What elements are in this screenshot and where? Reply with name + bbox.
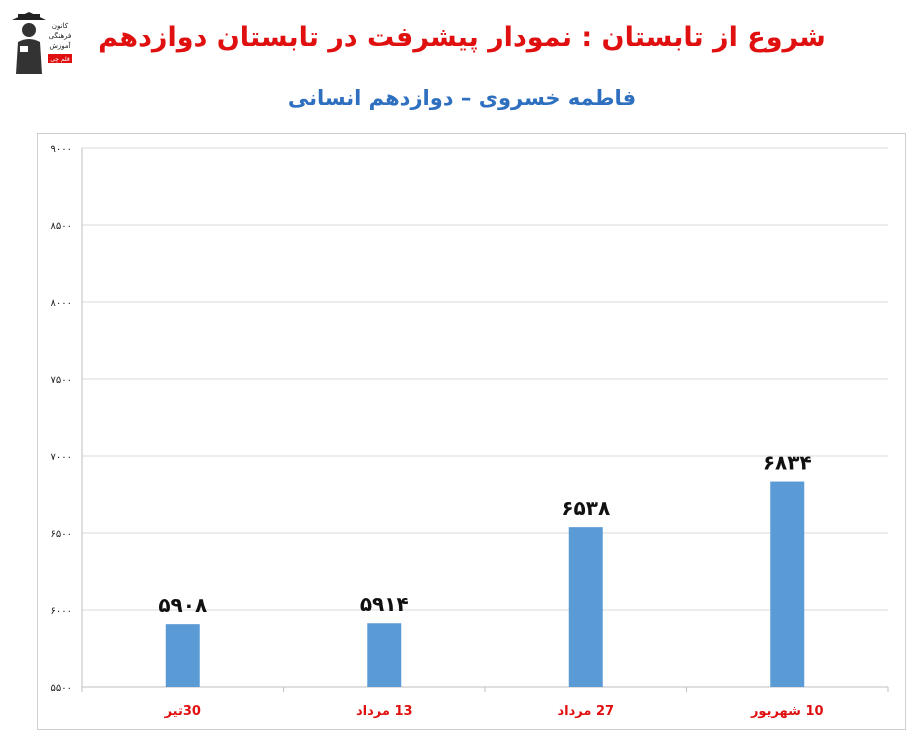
category-label-3: 27 مرداد [557,704,614,719]
page-title: شروع از تابستان : نمودار پیشرفت در تابست… [98,22,826,53]
data-label-4: ۶۸۳۴ [763,451,812,475]
bar-2 [367,623,402,687]
bar-4 [770,481,805,687]
y-tick-label: ۶۵۰۰ [51,529,72,540]
category-label-1: 30تیر [164,704,201,719]
data-label-1: ۵۹۰۸ [158,593,207,617]
bars [165,481,805,687]
data-label-2: ۵۹۱۴ [360,592,409,616]
data-label-3: ۶۵۳۸ [561,496,610,520]
y-tick-label: ۹۰۰۰ [51,144,72,155]
y-tick-label: ۸۵۰۰ [51,221,72,232]
category-label-2: 13 مرداد [356,704,413,719]
page-subtitle: فاطمه خسروی – دوازدهم انسانی [287,86,637,110]
logo-text-4: قلم چی [50,56,70,63]
logo-text-1: کانون [52,22,69,30]
logo-text-2: فرهنگی [49,31,72,40]
labels: ۵۵۰۰ ۶۰۰۰ ۶۵۰۰ ۷۰۰۰ ۷۵۰۰ ۸۰۰۰ ۸۵۰۰ ۹۰۰۰ ۵۹۰۸ 30تی… [51,144,824,719]
bar-3 [568,527,603,687]
y-tick-label: ۸۰۰۰ [51,298,72,309]
y-tick-label: ۶۰۰۰ [51,606,72,617]
logo-text-3: آموزش [49,41,71,50]
chart-frame [37,133,906,730]
grid-lines [81,147,889,692]
bar-1 [165,624,200,687]
y-tick-label: ۷۵۰۰ [51,375,72,386]
category-label-4: 10 شهریور [750,704,824,719]
kanoon-logo: کانون فرهنگی آموزش قلم چی [12,12,72,74]
y-tick-label: ۵۵۰۰ [51,683,72,694]
y-tick-label: ۷۰۰۰ [51,452,72,463]
